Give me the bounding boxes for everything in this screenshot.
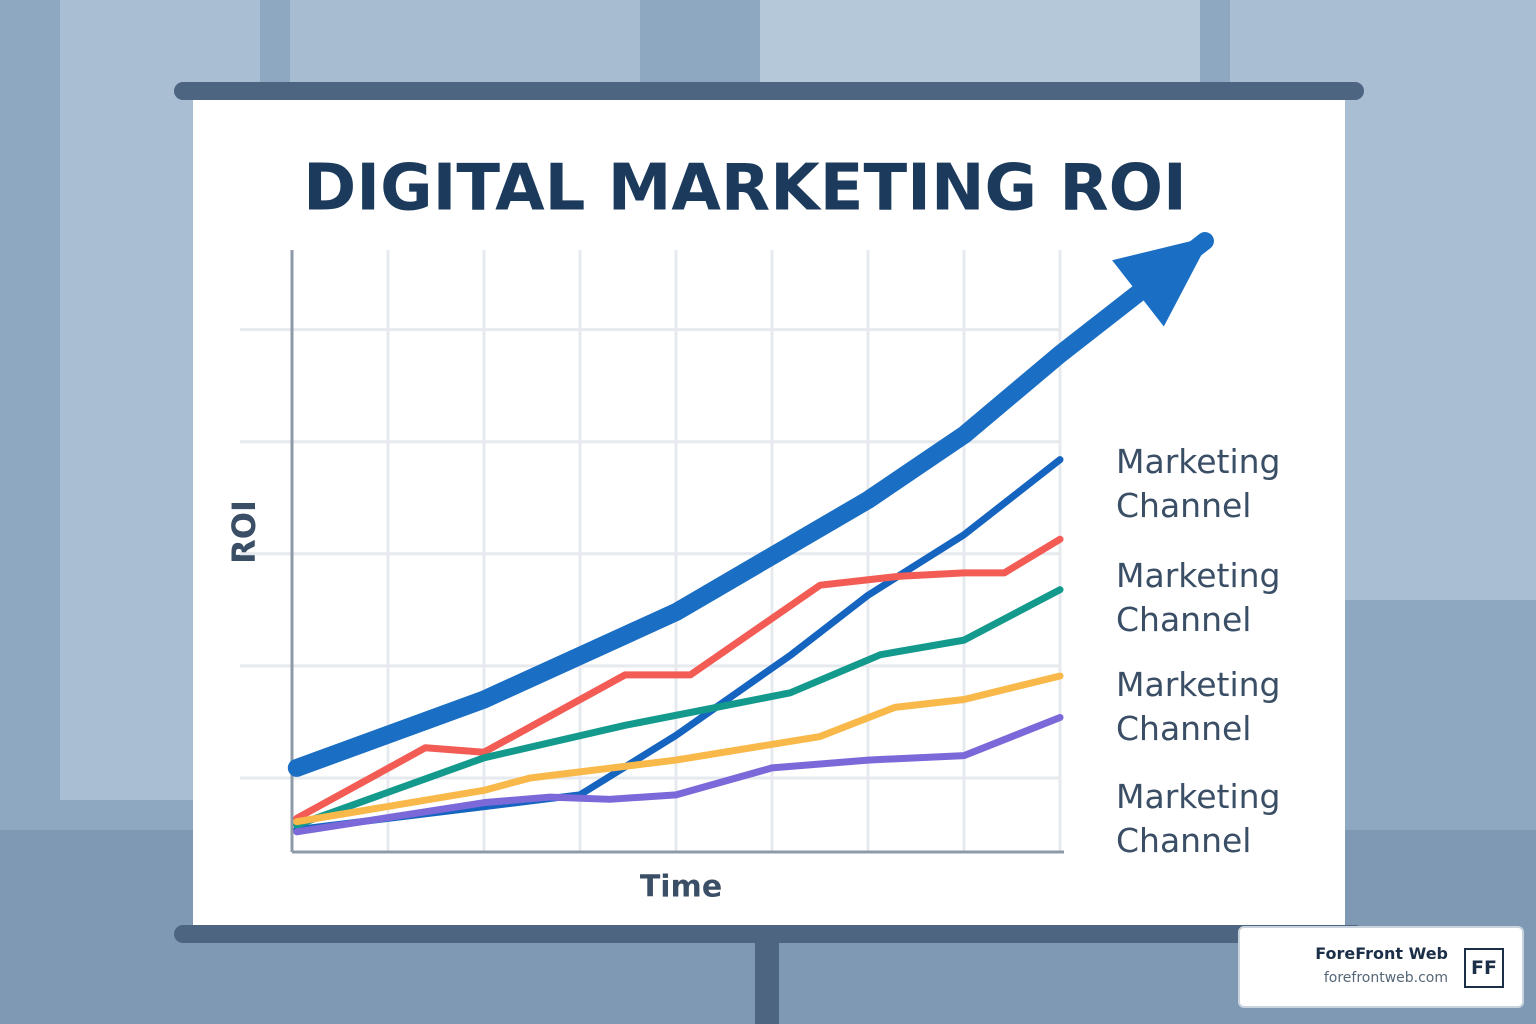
series-line [293, 713, 1064, 836]
chart-title: DIGITAL MARKETING ROI [303, 152, 1187, 226]
legend-label: Marketing Channel [1116, 777, 1281, 860]
arrow-head [1112, 236, 1212, 327]
window [290, 0, 640, 90]
brand-name: ForeFront Web [1315, 944, 1448, 963]
brand-url: forefrontweb.com [1323, 970, 1448, 986]
series-line [293, 535, 1064, 822]
brand-box: ForeFront Web forefrontweb.com FF [1238, 926, 1524, 1008]
series-line [293, 586, 1064, 829]
legend-label: Marketing Channel [1116, 442, 1281, 525]
screen-top-bar [174, 82, 1364, 100]
stand [755, 930, 779, 1024]
brand-logo: FF [1464, 948, 1504, 988]
series-line [293, 672, 1064, 826]
x-axis-label: Time [640, 870, 722, 905]
window [760, 0, 1200, 90]
plot [240, 232, 1214, 854]
screen [193, 95, 1345, 925]
legend-label: Marketing Channel [1116, 556, 1281, 639]
legend-label: Marketing Channel [1116, 665, 1281, 748]
screen-bottom-bar [174, 925, 1364, 943]
trend-arrow [287, 232, 1214, 777]
